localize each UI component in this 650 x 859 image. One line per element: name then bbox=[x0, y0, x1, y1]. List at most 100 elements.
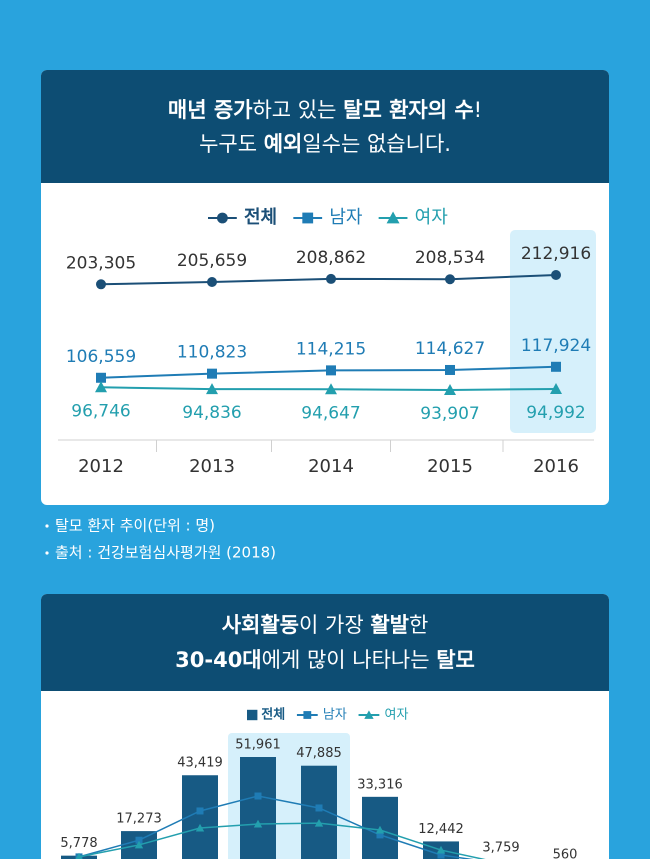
data-label: 114,215 bbox=[296, 339, 366, 359]
bar bbox=[301, 765, 337, 859]
header-title: 30-40대에게 많이 나타나는 탈모 bbox=[175, 648, 475, 672]
x-tick-label: 2016 bbox=[533, 456, 579, 477]
data-label: 560 bbox=[553, 847, 578, 859]
title-run: 사회활동 bbox=[222, 613, 299, 637]
legend-label: 여자 bbox=[385, 708, 409, 723]
data-label: 51,961 bbox=[235, 738, 281, 753]
point bbox=[96, 279, 106, 290]
legend-marker bbox=[386, 211, 400, 224]
header-title: 사회활동이 가장 활발한 bbox=[222, 613, 429, 637]
legend-item: 전체 bbox=[208, 207, 277, 228]
data-label: 12,442 bbox=[418, 822, 464, 837]
point bbox=[135, 836, 143, 844]
point bbox=[444, 384, 456, 395]
data-label: 94,647 bbox=[301, 403, 360, 423]
data-label: 205,659 bbox=[177, 251, 247, 271]
header-title: 누구도 예외일수는 없습니다. bbox=[199, 132, 451, 156]
title-run: 활발 bbox=[370, 613, 409, 637]
title-run: 탈모 bbox=[436, 648, 475, 672]
data-label: 94,836 bbox=[182, 403, 241, 423]
x-tick-label: 2012 bbox=[78, 456, 124, 477]
legend-item: 남자 bbox=[293, 207, 363, 228]
point bbox=[325, 383, 337, 395]
point bbox=[326, 365, 336, 376]
point bbox=[75, 852, 83, 859]
legend-label: 남자 bbox=[329, 207, 363, 228]
title-run: 이 가장 bbox=[299, 613, 370, 637]
x-tick-label: 2013 bbox=[189, 456, 235, 477]
point bbox=[551, 270, 561, 280]
title-run: 한 bbox=[409, 613, 428, 637]
bullet bbox=[45, 551, 49, 555]
data-label: 110,823 bbox=[177, 343, 247, 363]
title-run: 30-40대 bbox=[175, 648, 261, 672]
data-label: 3,759 bbox=[482, 840, 519, 855]
data-label: 43,419 bbox=[177, 756, 223, 771]
x-tick-label: 2014 bbox=[308, 456, 354, 477]
point bbox=[207, 277, 217, 288]
title-run: 탈모 환자의 수 bbox=[343, 98, 474, 122]
data-label: 94,992 bbox=[526, 403, 585, 423]
legend-item: 전체 bbox=[247, 707, 285, 723]
data-label: 114,627 bbox=[415, 339, 485, 359]
legend-label: 전체 bbox=[244, 207, 277, 228]
legend-marker bbox=[303, 711, 312, 719]
data-label: 212,916 bbox=[521, 244, 591, 264]
legend-item: 여자 bbox=[378, 207, 449, 228]
point bbox=[437, 851, 445, 859]
title-run: ! bbox=[474, 98, 482, 122]
point bbox=[134, 840, 144, 849]
legend-marker bbox=[364, 710, 374, 719]
point bbox=[375, 825, 385, 834]
legend-item: 여자 bbox=[358, 708, 409, 723]
point bbox=[376, 831, 384, 839]
point bbox=[96, 372, 106, 383]
point bbox=[445, 274, 455, 285]
data-label: 106,559 bbox=[66, 347, 136, 367]
title-run: 누구도 bbox=[199, 132, 264, 156]
point bbox=[436, 845, 446, 854]
bar bbox=[240, 757, 276, 859]
legend-marker bbox=[302, 212, 314, 224]
title-run: 에게 많이 나타나는 bbox=[262, 648, 437, 672]
legend-swatch bbox=[247, 709, 258, 721]
point bbox=[196, 807, 204, 815]
x-tick-label: 2015 bbox=[427, 456, 473, 477]
point bbox=[314, 818, 324, 827]
bullet bbox=[45, 524, 49, 528]
data-label: 93,907 bbox=[420, 404, 479, 424]
card-header bbox=[41, 70, 609, 183]
data-label: 208,534 bbox=[415, 248, 485, 268]
header-title: 매년 증가하고 있는 탈모 환자의 수! bbox=[168, 98, 482, 122]
note: 탈모 환자 추이(단위 : 명) bbox=[55, 517, 215, 535]
note: 출처 : 건강보험심사평가원 (2018) bbox=[55, 544, 276, 562]
legend-label: 여자 bbox=[415, 207, 449, 228]
data-label: 17,273 bbox=[116, 812, 162, 827]
data-label: 208,862 bbox=[296, 248, 366, 268]
point bbox=[195, 823, 205, 832]
highlight bbox=[510, 230, 596, 433]
legend-label: 전체 bbox=[261, 707, 285, 723]
title-run: 하고 있는 bbox=[252, 98, 343, 122]
point bbox=[206, 383, 218, 395]
point bbox=[550, 382, 562, 394]
legend-label: 남자 bbox=[323, 708, 347, 723]
legend-item: 남자 bbox=[296, 708, 347, 723]
title-run: 매년 증가 bbox=[168, 98, 253, 122]
data-label: 33,316 bbox=[357, 777, 403, 792]
point bbox=[95, 381, 107, 393]
title-run: 예외 bbox=[264, 132, 303, 156]
legend-marker bbox=[217, 212, 228, 224]
point bbox=[445, 364, 455, 375]
point bbox=[551, 361, 561, 372]
data-label: 5,778 bbox=[60, 836, 97, 851]
data-label: 117,924 bbox=[521, 336, 591, 356]
title-run: 일수는 없습니다. bbox=[302, 132, 451, 156]
point bbox=[315, 804, 323, 812]
data-label: 96,746 bbox=[71, 401, 130, 421]
point bbox=[254, 792, 262, 800]
data-label: 203,305 bbox=[66, 253, 136, 273]
point bbox=[207, 368, 217, 379]
